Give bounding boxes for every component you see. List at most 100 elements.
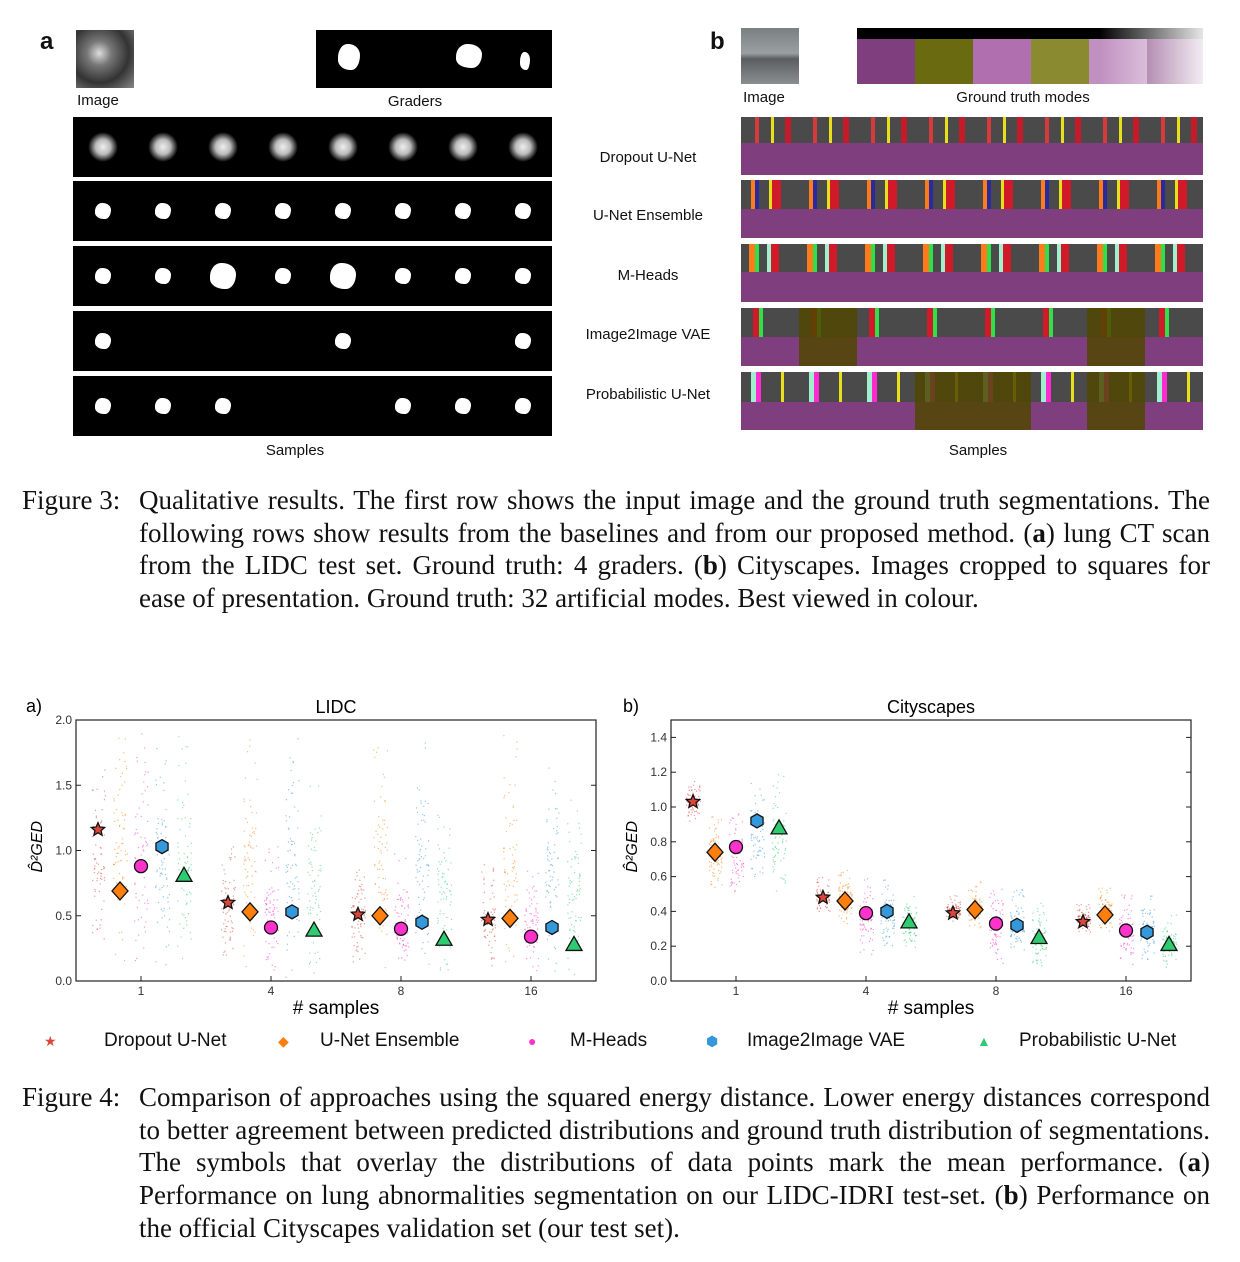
scatter-point — [243, 800, 245, 802]
scatter-point — [140, 815, 142, 818]
scatter-point — [826, 903, 828, 905]
scatter-point — [549, 880, 551, 882]
scatter-point — [244, 856, 246, 858]
scatter-point — [245, 894, 247, 896]
scatter-point — [313, 849, 315, 851]
scatter-point — [449, 889, 451, 891]
scatter-point — [883, 879, 885, 881]
scatter-point — [573, 899, 575, 901]
scatter-point — [909, 934, 912, 936]
scatter-point — [163, 782, 165, 784]
scatter-point — [1141, 936, 1143, 938]
scatter-point — [320, 830, 322, 832]
scatter-point — [423, 805, 425, 807]
scatter-point — [1084, 914, 1086, 916]
scatter-point — [183, 889, 185, 891]
scatter-point — [426, 864, 428, 867]
scatter-point — [694, 788, 696, 791]
scatter-point — [428, 840, 430, 842]
scatter-point — [126, 860, 128, 862]
scatter-point — [738, 839, 740, 841]
scatter-point — [122, 838, 124, 840]
scatter-point — [730, 878, 732, 880]
scatter-point — [710, 861, 712, 864]
scatter-point — [958, 913, 960, 916]
scatter-point — [548, 767, 550, 769]
scatter-point — [990, 905, 992, 907]
scatter-point — [187, 869, 189, 872]
scatter-point — [297, 881, 299, 883]
scatter-point — [119, 825, 121, 827]
scatter-point — [999, 911, 1001, 913]
scatter-point — [573, 929, 575, 932]
mean-marker-circle — [728, 839, 744, 855]
scatter-point — [416, 811, 419, 813]
scatter-point — [910, 931, 912, 933]
scatter-point — [92, 879, 94, 881]
lesion-blob — [275, 203, 291, 219]
scatter-point — [221, 890, 223, 892]
scatter-point — [514, 901, 516, 903]
scatter-point — [386, 750, 389, 752]
scatter-point — [531, 921, 533, 923]
scatter-point — [850, 892, 852, 894]
scatter-point — [816, 896, 818, 898]
scatter-point — [1152, 923, 1154, 925]
scatter-point — [403, 950, 405, 952]
scatter-point — [758, 839, 761, 842]
scatter-point — [708, 843, 711, 845]
scatter-point — [567, 957, 569, 959]
scatter-point — [579, 919, 582, 921]
scatter-point — [1123, 909, 1126, 911]
scatter-point — [438, 870, 440, 872]
scatter-point — [1119, 918, 1121, 920]
scatter-point — [1016, 938, 1018, 940]
scatter-point — [910, 940, 912, 942]
scatter-point — [717, 835, 719, 837]
scatter-point — [713, 824, 716, 826]
scatter-point — [555, 833, 558, 835]
scatter-point — [184, 835, 187, 837]
scatter-point — [265, 904, 268, 906]
scatter-point — [568, 902, 570, 904]
scatter-point — [359, 958, 361, 960]
scatter-point — [525, 921, 527, 923]
scatter-point — [401, 946, 403, 948]
scatter-point — [992, 890, 994, 892]
scatter-point — [445, 898, 447, 900]
gt-modes-label: Ground truth modes — [956, 89, 1090, 106]
scatter-point — [567, 904, 569, 906]
scatter-point — [1149, 942, 1151, 944]
scatter-point — [250, 927, 253, 929]
scatter-point — [446, 929, 448, 931]
scatter-point — [578, 822, 580, 824]
scatter-point — [1038, 921, 1041, 923]
scatter-point — [549, 905, 551, 907]
scatter-point — [1142, 954, 1144, 956]
scatter-point — [1142, 915, 1144, 917]
scatter-point — [846, 922, 849, 925]
scatter-point — [737, 873, 739, 875]
scatter-point — [165, 878, 168, 880]
scatter-point — [291, 784, 293, 787]
scatter-point — [155, 784, 158, 786]
scatter-point — [165, 808, 167, 811]
scatter-point — [124, 903, 126, 905]
scatter-point — [311, 870, 313, 872]
scatter-point — [1018, 894, 1020, 896]
scatter-point — [249, 834, 251, 836]
scatter-point — [135, 816, 137, 818]
scatter-point — [699, 800, 702, 802]
scatter-point — [124, 781, 126, 783]
scatter-point — [529, 897, 531, 899]
scatter-point — [99, 927, 101, 929]
scatter-point — [155, 961, 157, 963]
scatter-point — [1012, 896, 1014, 898]
scatter-point — [1037, 959, 1039, 961]
scatter-point — [363, 914, 365, 916]
scatter-point — [570, 799, 572, 801]
scatter-point — [1089, 907, 1091, 909]
scatter-point — [1034, 943, 1036, 946]
scatter-point — [491, 884, 493, 886]
scatter-point — [950, 908, 952, 910]
